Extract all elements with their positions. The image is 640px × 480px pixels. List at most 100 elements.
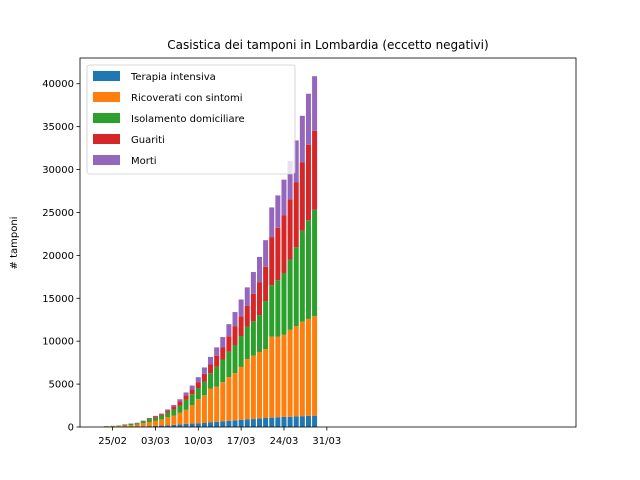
bar-ricoverati-con-sintomi-0	[104, 426, 109, 427]
bar-ricoverati-con-sintomi-21	[232, 373, 238, 421]
chart-title: Casistica dei tamponi in Lombardia (ecce…	[167, 38, 488, 52]
bar-ricoverati-con-sintomi-31	[293, 326, 299, 417]
bar-isolamento-domiciliare-32	[299, 230, 305, 322]
bar-ricoverati-con-sintomi-11	[171, 415, 177, 425]
bar-isolamento-domiciliare-29	[281, 272, 287, 335]
bar-guariti-14	[189, 389, 195, 395]
bar-guariti-21	[232, 326, 238, 346]
bar-morti-19	[220, 337, 226, 348]
bar-isolamento-domiciliare-25	[257, 315, 262, 352]
bar-morti-21	[232, 312, 238, 327]
bar-guariti-17	[208, 364, 214, 374]
bar-morti-26	[263, 240, 269, 267]
bar-ricoverati-con-sintomi-5	[134, 424, 140, 427]
bar-terapia-intensiva-13	[183, 423, 189, 427]
bar-guariti-10	[165, 410, 171, 413]
bar-ricoverati-con-sintomi-30	[287, 329, 293, 417]
bar-morti-15	[195, 377, 201, 383]
bar-isolamento-domiciliare-5	[134, 423, 140, 425]
bar-terapia-intensiva-34	[312, 415, 318, 427]
legend-label: Isolamento domiciliare	[131, 114, 245, 125]
x-tick-label: 24/03	[270, 436, 299, 447]
bar-morti-17	[208, 356, 214, 365]
y-tick-label: 40000	[42, 79, 74, 90]
bar-isolamento-domiciliare-23	[244, 326, 250, 360]
bar-terapia-intensiva-28	[275, 417, 281, 427]
y-tick-label: 35000	[42, 122, 74, 133]
bar-morti-31	[293, 140, 299, 183]
bar-morti-12	[177, 399, 183, 402]
bar-isolamento-domiciliare-15	[195, 388, 201, 400]
bar-morti-13	[183, 392, 189, 396]
bar-morti-34	[312, 76, 318, 131]
bar-isolamento-domiciliare-3	[122, 424, 128, 426]
x-axis: 25/02 03/03 10/03 17/03 24/03 31/03	[98, 427, 341, 447]
bar-morti-18	[214, 347, 220, 356]
bar-ricoverati-con-sintomi-33	[305, 318, 311, 416]
bar-isolamento-domiciliare-8	[152, 417, 158, 421]
bar-guariti-7	[146, 418, 152, 420]
legend-swatch	[93, 155, 120, 165]
bar-ricoverati-con-sintomi-20	[226, 377, 232, 421]
bar-terapia-intensiva-33	[305, 415, 311, 427]
bar-terapia-intensiva-17	[208, 422, 214, 427]
bar-isolamento-domiciliare-33	[305, 220, 311, 319]
bar-guariti-19	[220, 347, 226, 360]
bar-terapia-intensiva-14	[189, 423, 195, 427]
bar-guariti-23	[244, 305, 250, 327]
bar-isolamento-domiciliare-7	[146, 419, 152, 422]
bar-guariti-27	[269, 237, 275, 286]
bar-morti-8	[152, 415, 158, 417]
bar-ricoverati-con-sintomi-2	[116, 426, 122, 427]
bar-guariti-9	[159, 414, 165, 416]
bar-ricoverati-con-sintomi-16	[201, 395, 207, 423]
bar-terapia-intensiva-10	[165, 425, 171, 427]
x-tick-label: 25/02	[98, 436, 127, 447]
bar-isolamento-domiciliare-4	[128, 423, 134, 426]
bar-ricoverati-con-sintomi-26	[263, 349, 269, 418]
bar-ricoverati-con-sintomi-18	[214, 386, 220, 422]
bar-isolamento-domiciliare-2	[116, 425, 122, 427]
bar-ricoverati-con-sintomi-1	[110, 426, 116, 427]
bar-isolamento-domiciliare-16	[201, 381, 207, 396]
plot-area	[104, 76, 318, 427]
bar-ricoverati-con-sintomi-28	[275, 336, 281, 418]
bar-guariti-20	[226, 336, 232, 352]
x-tick-label: 10/03	[184, 436, 213, 447]
bar-terapia-intensiva-18	[214, 421, 220, 427]
bar-isolamento-domiciliare-10	[165, 412, 171, 418]
bar-ricoverati-con-sintomi-4	[128, 425, 134, 427]
bar-guariti-16	[201, 373, 207, 382]
bar-isolamento-domiciliare-9	[159, 415, 165, 420]
legend-label: Morti	[131, 156, 157, 167]
bar-guariti-24	[250, 293, 256, 322]
bar-morti-32	[299, 115, 305, 163]
bar-terapia-intensiva-31	[293, 416, 299, 427]
bar-guariti-15	[195, 382, 201, 388]
bar-morti-23	[244, 287, 250, 306]
bar-ricoverati-con-sintomi-12	[177, 412, 183, 425]
bar-ricoverati-con-sintomi-23	[244, 359, 250, 420]
bar-ricoverati-con-sintomi-10	[165, 417, 171, 426]
bar-isolamento-domiciliare-26	[263, 301, 269, 350]
bar-terapia-intensiva-29	[281, 416, 287, 427]
bar-ricoverati-con-sintomi-7	[146, 421, 152, 427]
bar-guariti-28	[275, 227, 281, 281]
bar-terapia-intensiva-8	[152, 425, 158, 427]
bar-isolamento-domiciliare-12	[177, 405, 183, 413]
bar-terapia-intensiva-30	[287, 416, 293, 427]
bar-terapia-intensiva-32	[299, 416, 305, 427]
bar-morti-20	[226, 324, 232, 337]
legend-frame	[86, 64, 296, 175]
bar-ricoverati-con-sintomi-9	[159, 419, 165, 426]
y-tick-label: 25000	[42, 208, 74, 219]
bar-ricoverati-con-sintomi-24	[250, 355, 256, 420]
bar-isolamento-domiciliare-6	[140, 421, 146, 424]
legend-label: Terapia intensiva	[130, 72, 216, 83]
y-tick-label: 5000	[49, 380, 74, 391]
bar-terapia-intensiva-11	[171, 424, 177, 427]
bar-morti-11	[171, 404, 177, 407]
bar-terapia-intensiva-7	[146, 426, 152, 427]
bar-ricoverati-con-sintomi-29	[281, 334, 287, 417]
